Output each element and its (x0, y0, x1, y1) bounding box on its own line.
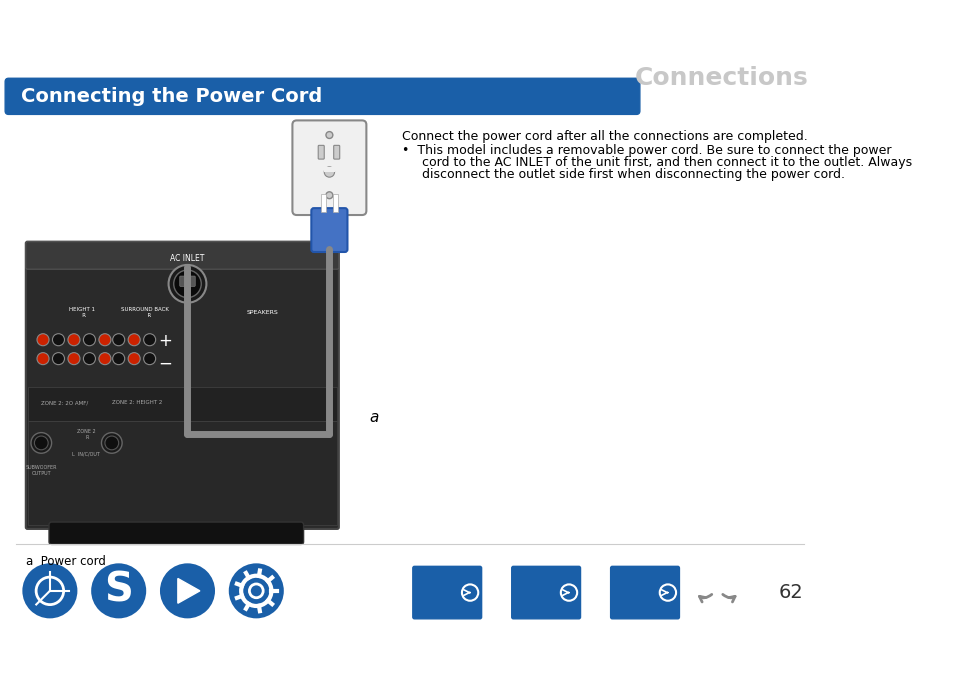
Circle shape (99, 334, 111, 345)
FancyBboxPatch shape (511, 566, 580, 619)
Text: ZONE 2
  R: ZONE 2 R (76, 429, 95, 439)
Bar (28, 387, 336, 421)
Circle shape (34, 436, 48, 450)
Text: SUBWOOFER: SUBWOOFER (26, 464, 57, 470)
Circle shape (30, 433, 51, 453)
Circle shape (144, 334, 155, 345)
FancyBboxPatch shape (293, 120, 366, 215)
Text: Connect the power cord after all the connections are completed.: Connect the power cord after all the con… (402, 130, 807, 143)
Circle shape (37, 334, 49, 345)
FancyBboxPatch shape (413, 566, 481, 619)
Circle shape (22, 563, 77, 619)
Circle shape (128, 353, 140, 364)
Circle shape (128, 334, 140, 345)
Circle shape (324, 167, 335, 177)
Circle shape (249, 584, 263, 598)
Circle shape (144, 353, 155, 364)
Text: cord to the AC INLET of the unit first, and then connect it to the outlet. Alway: cord to the AC INLET of the unit first, … (402, 155, 912, 169)
FancyBboxPatch shape (5, 78, 639, 114)
Text: SPEAKERS: SPEAKERS (246, 310, 278, 315)
Circle shape (68, 334, 80, 345)
Text: Connecting the Power Cord: Connecting the Power Cord (21, 87, 321, 106)
Circle shape (99, 353, 111, 364)
Text: 62: 62 (778, 583, 802, 602)
Text: HEIGHT 1
   R: HEIGHT 1 R (69, 307, 94, 318)
Text: OUTPUT: OUTPUT (31, 470, 51, 476)
Circle shape (160, 563, 214, 619)
Circle shape (52, 353, 65, 364)
Text: S: S (104, 571, 133, 611)
Text: −: − (158, 355, 172, 372)
FancyBboxPatch shape (311, 208, 347, 252)
FancyBboxPatch shape (188, 276, 195, 287)
Circle shape (37, 353, 49, 364)
Circle shape (112, 353, 125, 364)
Text: AC INLET: AC INLET (171, 254, 205, 264)
Text: L  IN/C/OUT: L IN/C/OUT (72, 452, 100, 457)
Text: ZONE 2: 2O AMF/: ZONE 2: 2O AMF/ (41, 400, 88, 405)
Text: a: a (370, 410, 378, 425)
Circle shape (173, 270, 201, 297)
Circle shape (83, 353, 95, 364)
Text: +: + (158, 333, 172, 350)
Circle shape (326, 192, 333, 199)
Circle shape (52, 334, 65, 345)
Text: Connections: Connections (634, 66, 807, 90)
Text: a  Power cord: a Power cord (26, 555, 106, 568)
FancyBboxPatch shape (49, 522, 303, 544)
Circle shape (83, 334, 95, 345)
Circle shape (169, 265, 206, 303)
Bar (28, 421, 336, 525)
Circle shape (36, 577, 64, 604)
Text: SURROUND BACK
      R: SURROUND BACK R (120, 307, 169, 318)
FancyBboxPatch shape (26, 242, 338, 529)
FancyBboxPatch shape (26, 242, 338, 269)
Circle shape (229, 563, 283, 619)
FancyBboxPatch shape (179, 276, 187, 287)
Circle shape (91, 563, 146, 619)
FancyBboxPatch shape (318, 145, 324, 159)
FancyBboxPatch shape (334, 145, 339, 159)
Polygon shape (177, 579, 200, 603)
FancyBboxPatch shape (610, 566, 679, 619)
Bar (324, 167, 335, 172)
Bar (320, 193, 326, 212)
Circle shape (68, 353, 80, 364)
Text: disconnect the outlet side first when disconnecting the power cord.: disconnect the outlet side first when di… (402, 168, 844, 180)
Circle shape (105, 436, 118, 450)
Circle shape (101, 433, 122, 453)
Bar (333, 193, 337, 212)
Text: •  This model includes a removable power cord. Be sure to connect the power: • This model includes a removable power … (402, 143, 891, 157)
Text: ZONE 2: HEIGHT 2: ZONE 2: HEIGHT 2 (112, 400, 163, 405)
Circle shape (112, 334, 125, 345)
Circle shape (326, 132, 333, 139)
